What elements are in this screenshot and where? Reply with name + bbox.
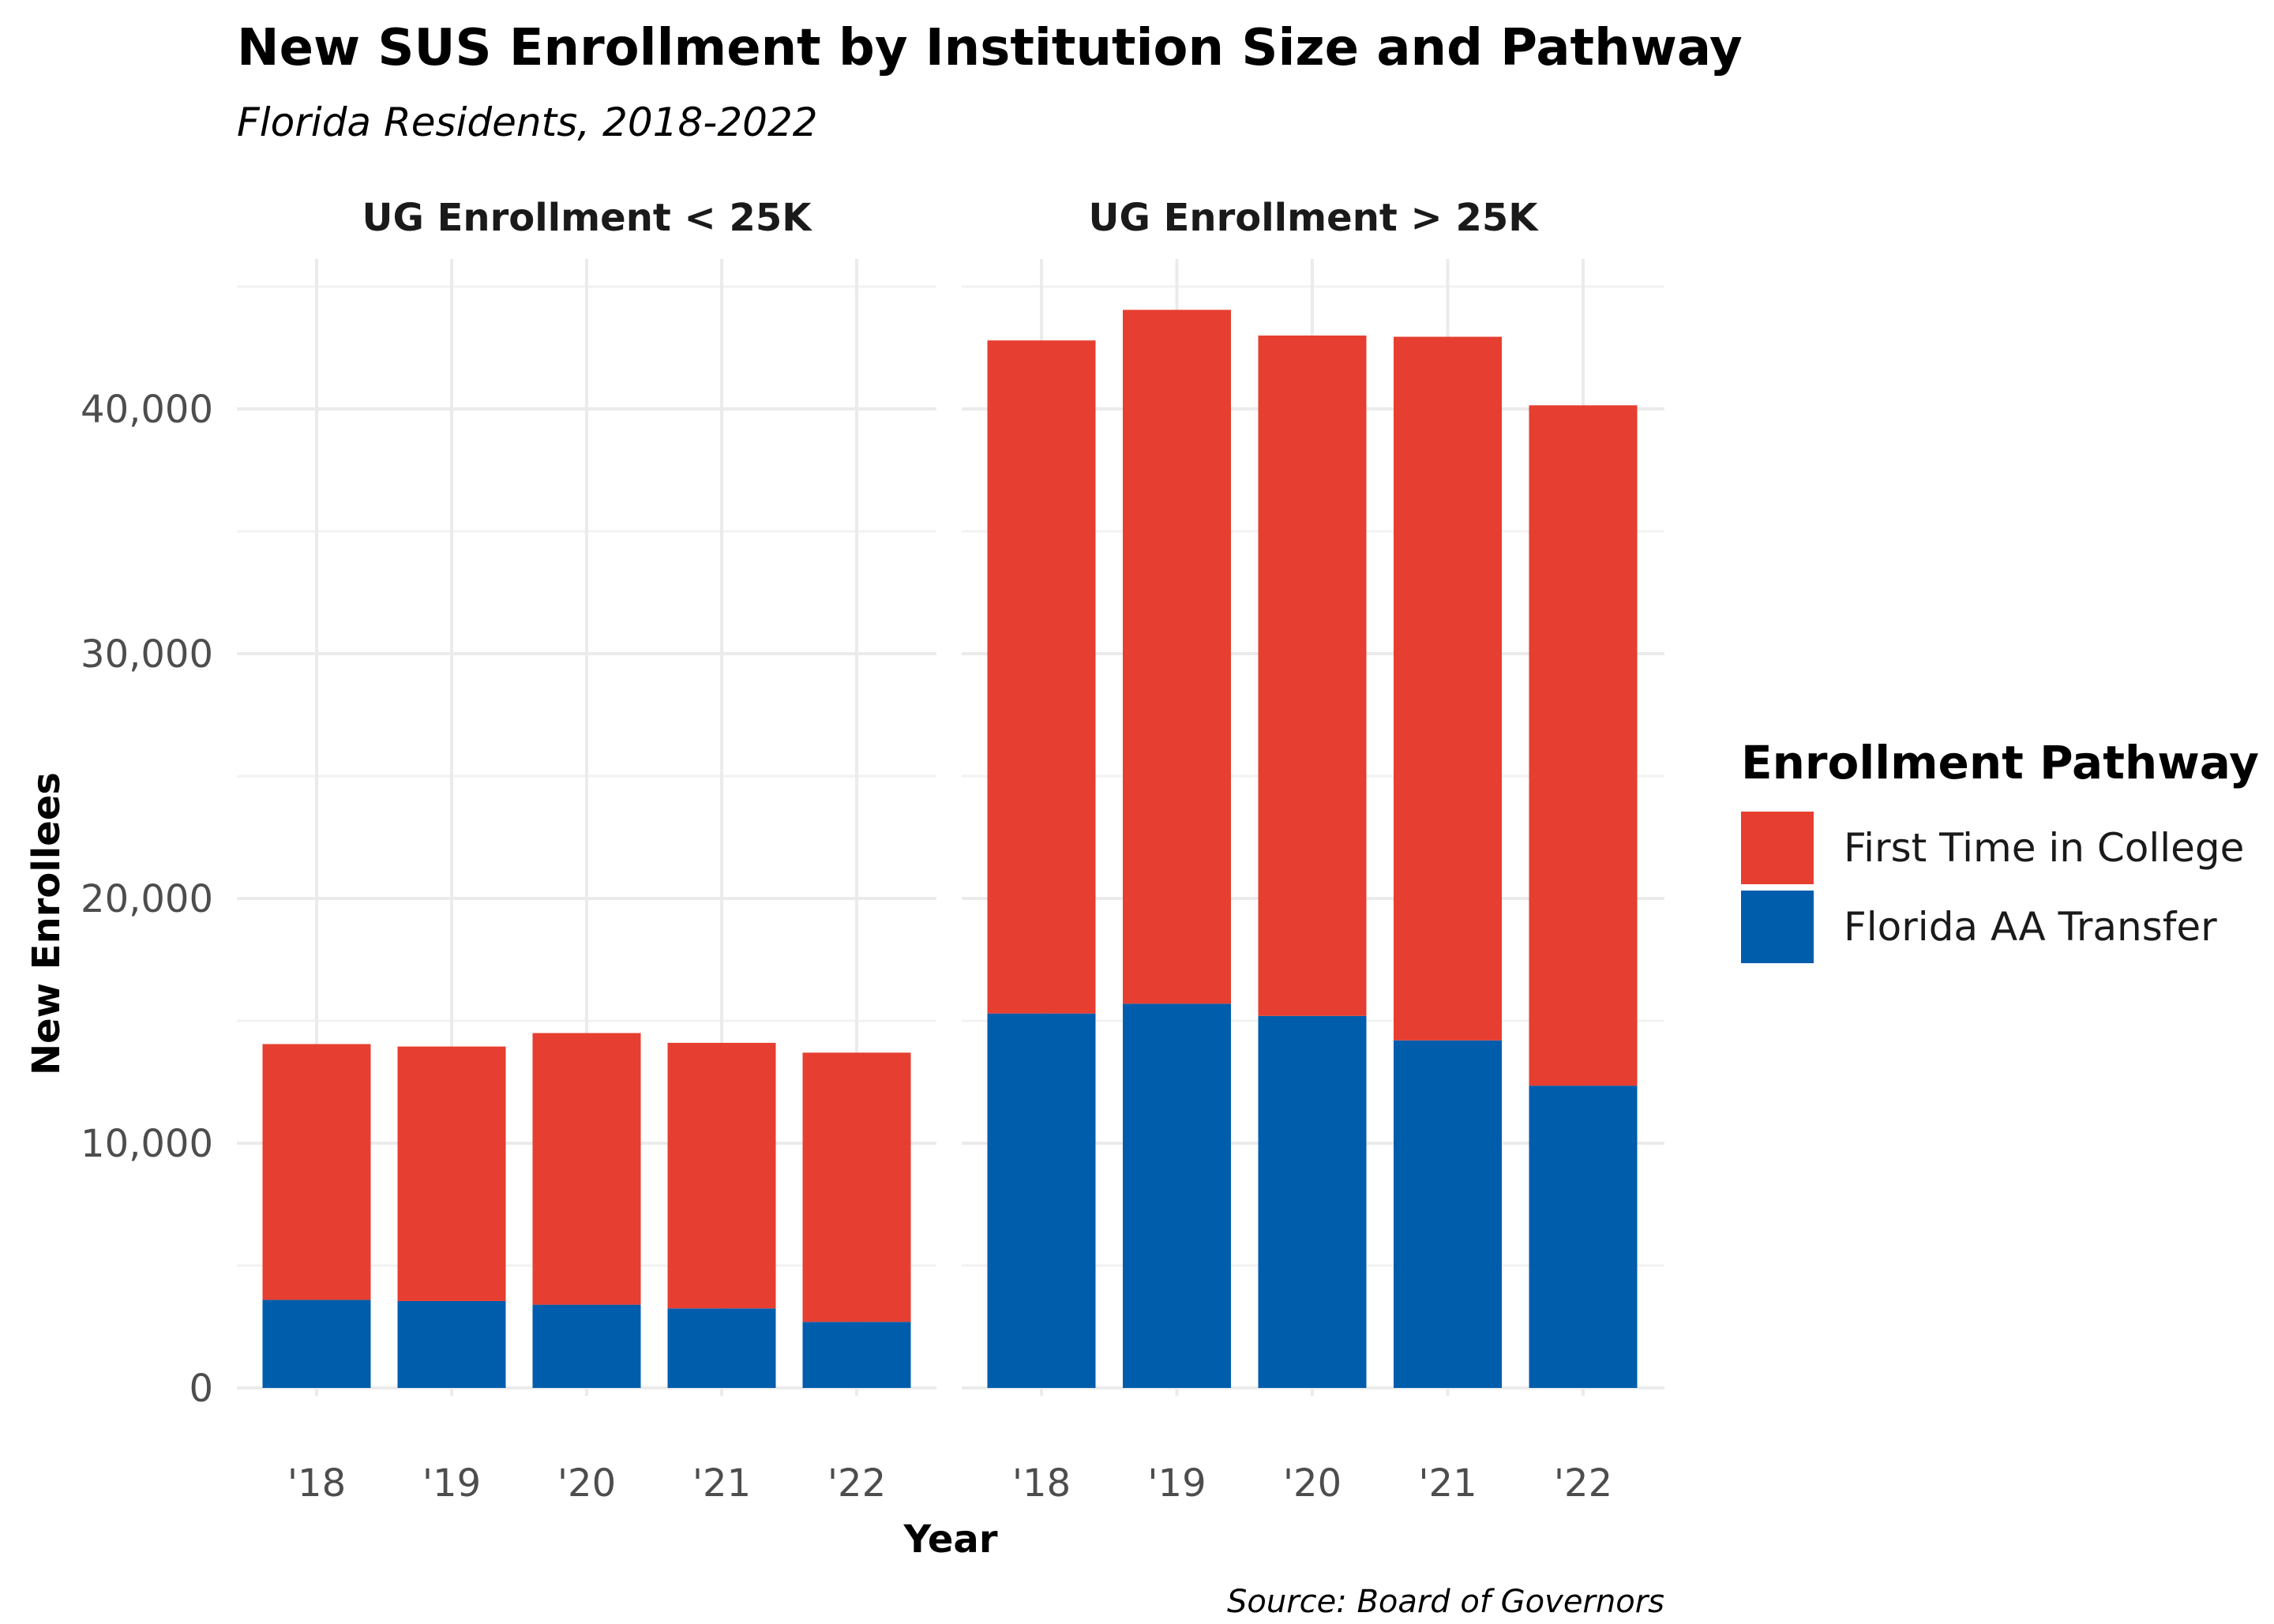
caption: Source: Board of Governors — [1227, 1584, 1664, 1620]
x-tick-label: '21 — [692, 1461, 751, 1506]
bar-segment — [1394, 1040, 1502, 1388]
facet-panels: '18 '19 '20 '21 '22 UG Enrollment < 25K '18 '19… — [237, 196, 1664, 1506]
x-tick-label: '22 — [827, 1461, 886, 1506]
bar-segment — [262, 1044, 371, 1300]
y-tick-label: 0 — [189, 1367, 213, 1411]
y-axis-title: New Enrollees — [24, 772, 69, 1075]
x-tick-label: '21 — [1418, 1461, 1477, 1506]
legend-key — [1741, 812, 1814, 884]
bar-segment — [987, 340, 1096, 1014]
x-tick-label: '20 — [557, 1461, 616, 1506]
bar-segment — [397, 1046, 506, 1301]
legend-key — [1741, 891, 1814, 963]
legend-title: Enrollment Pathway — [1741, 736, 2259, 789]
bar-segment — [262, 1300, 371, 1388]
y-tick-label: 30,000 — [81, 632, 213, 677]
facet-panel: '18 '19 '20 '21 '22 UG Enrollment > 25K — [962, 196, 1664, 1506]
legend: Enrollment Pathway First Time in College… — [1741, 736, 2259, 963]
bar-segment — [1258, 1015, 1367, 1388]
bar-segment — [1529, 1086, 1638, 1388]
bar-segment — [397, 1300, 506, 1388]
bar-segment — [532, 1304, 641, 1388]
bar-segment — [1258, 336, 1367, 1016]
x-tick-label: '19 — [1147, 1461, 1206, 1506]
facet-panel: '18 '19 '20 '21 '22 UG Enrollment < 25K — [237, 196, 936, 1506]
y-axis: 0 10,000 20,000 30,000 40,000 — [81, 388, 213, 1411]
legend-label: First Time in College — [1844, 825, 2244, 871]
bar-segment — [1529, 405, 1638, 1086]
x-tick-label: '18 — [1012, 1461, 1071, 1506]
x-tick-label: '18 — [287, 1461, 346, 1506]
facet-strip-label: UG Enrollment > 25K — [1089, 196, 1540, 240]
bar-segment — [1123, 309, 1231, 1004]
facet-strip-label: UG Enrollment < 25K — [362, 196, 813, 240]
y-tick-label: 10,000 — [81, 1122, 213, 1166]
bar-segment — [802, 1322, 911, 1388]
chart-subtitle: Florida Residents, 2018-2022 — [237, 99, 818, 145]
bar-segment — [1123, 1003, 1231, 1388]
x-tick-label: '20 — [1283, 1461, 1342, 1506]
x-axis-title: Year — [903, 1517, 998, 1562]
x-tick-label: '19 — [422, 1461, 481, 1506]
bar-segment — [987, 1013, 1096, 1388]
chart-title: New SUS Enrollment by Institution Size a… — [237, 19, 1743, 77]
bar-segment — [532, 1033, 641, 1305]
bar-segment — [667, 1042, 776, 1309]
y-tick-label: 20,000 — [81, 877, 213, 921]
legend-label: Florida AA Transfer — [1844, 904, 2217, 950]
bar-segment — [802, 1052, 911, 1322]
x-tick-label: '22 — [1554, 1461, 1612, 1506]
y-tick-label: 40,000 — [81, 388, 213, 432]
bar-segment — [1394, 336, 1502, 1041]
bar-segment — [667, 1308, 776, 1388]
